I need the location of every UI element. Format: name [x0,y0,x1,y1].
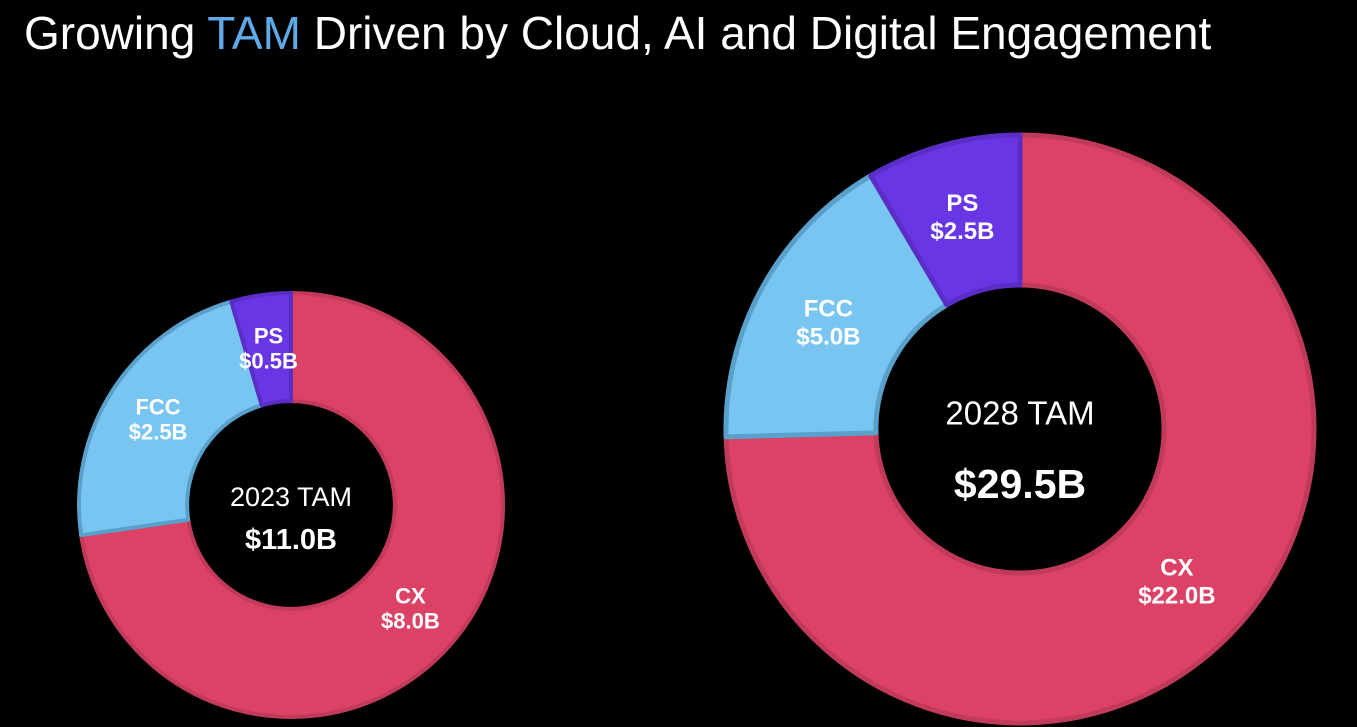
donut-2023-tam-label-cx: CX $8.0B [381,583,440,633]
segment-name-label: PS [254,324,283,349]
donut-2023-tam: CX $8.0B FCC $2.5B PS $0.5B 2023 TAM $11.0B [77,291,505,719]
slide-title-pre: Growing [24,7,208,59]
donut-2028-tam-segment-cx [723,132,1317,726]
donut-2023-tam-center-value: $11.0B [245,524,337,556]
donut-2028-tam-center-value: $29.5B [954,461,1086,507]
donut-2028-tam-center-title: 2028 TAM [945,395,1094,432]
donut-2023-tam-segment-cx [79,291,505,719]
donut-2028-tam-label-fcc: FCC $5.0B [796,295,860,350]
segment-name-label: FCC [135,395,180,420]
segment-value-label: $2.5B [129,420,188,445]
donut-2023-tam-label-fcc: FCC $2.5B [129,395,188,445]
segment-name-label: CX [1160,554,1193,581]
donut-2023-tam-segment-fcc [77,299,264,538]
slide-title-highlight: TAM [207,7,301,59]
donut-2023-tam-segment-ps [229,291,293,408]
donut-2028-tam-label-cx: CX $22.0B [1138,554,1215,609]
donut-2023-tam-center-title: 2023 TAM [230,482,352,512]
segment-value-label: $8.0B [381,608,440,633]
segment-value-label: $5.0B [796,323,860,350]
segment-name-label: CX [395,583,426,608]
segment-value-label: $0.5B [239,349,298,374]
donut-2028-tam-label-ps: PS $2.5B [930,190,994,245]
segment-name-label: FCC [804,295,853,322]
donut-2023-tam-label-ps: PS $0.5B [239,324,298,374]
segment-value-label: $22.0B [1138,582,1215,609]
segment-value-label: $2.5B [930,218,994,245]
donut-2028-tam-segment-fcc [723,173,950,440]
segment-name-label: PS [946,190,978,217]
donut-2028-tam-segment-ps [868,132,1023,308]
slide-title-post: Driven by Cloud, AI and Digital Engageme… [300,7,1212,59]
slide-title: Growing TAM Driven by Cloud, AI and Digi… [24,6,1211,61]
donut-2028-tam: CX $22.0B FCC $5.0B PS $2.5B 2028 TAM $29.5B [723,132,1317,726]
